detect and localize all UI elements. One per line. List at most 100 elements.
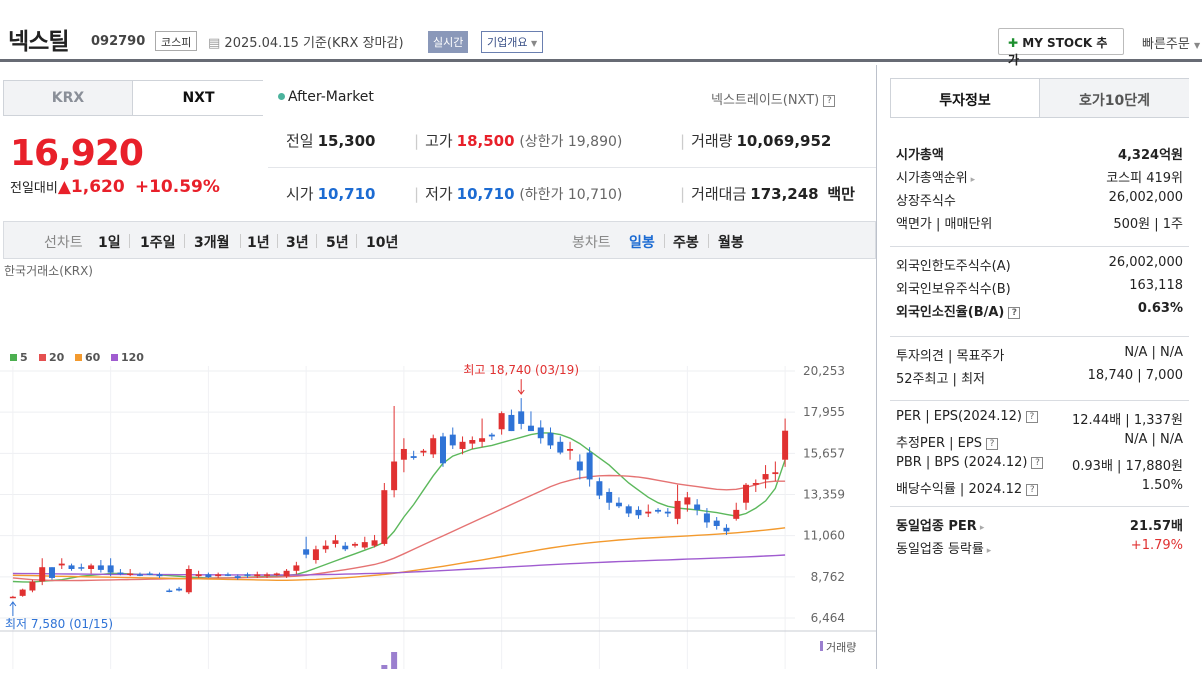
volume: | 거래량 10,069,952 [680, 132, 832, 150]
candle-body [733, 509, 740, 519]
period-1d[interactable]: 1일 [98, 235, 121, 251]
help-icon[interactable]: ? [1025, 411, 1038, 423]
legend-swatch-5 [10, 354, 17, 361]
candle-body [234, 576, 241, 578]
candle-body [88, 565, 95, 569]
candle-body [283, 570, 290, 577]
realtime-button[interactable]: 실시간 [428, 31, 469, 53]
candle-body [264, 574, 271, 576]
invest-value: 12.44배 | 1,337원 [1072, 413, 1183, 428]
candle-body [136, 574, 143, 576]
legend-swatch-20 [39, 354, 46, 361]
period-10y[interactable]: 10년 [366, 235, 399, 251]
candle-body [703, 513, 710, 523]
candle-body [684, 497, 691, 505]
invest-label[interactable]: 시가총액순위 ▸ [896, 171, 976, 186]
low-annotation: 최저 7,580 (01/15) [5, 617, 113, 631]
invest-label[interactable]: PBR | BPS (2024.12)? [896, 455, 1044, 470]
invest-label: 외국인보유주식수(B) [896, 282, 1011, 297]
invest-value: N/A | N/A [1124, 345, 1183, 360]
upper-limit: (상한가 19,890) [519, 134, 623, 150]
candle-body [625, 506, 632, 514]
period-weekly[interactable]: 주봉 [673, 235, 699, 251]
period-daily[interactable]: 일봉 [629, 235, 655, 251]
lower-limit: (하한가 10,710) [519, 187, 623, 203]
candle-body [645, 511, 652, 514]
invest-row: 추정PER | EPS? N/A | N/A [896, 432, 1183, 452]
period-3m[interactable]: 3개월 [194, 235, 230, 251]
candle-body [312, 549, 319, 561]
panel-divider [876, 65, 877, 669]
high-annotation: 최고 18,740 (03/19) [463, 363, 579, 377]
legend-label-120: 120 [121, 351, 144, 364]
invest-label[interactable]: PER | EPS(2024.12)? [896, 409, 1038, 424]
quick-order-dropdown[interactable]: 빠른주문 ▼ [1142, 33, 1200, 52]
candle-body [674, 500, 681, 519]
candle-body [391, 461, 398, 491]
period-3y[interactable]: 3년 [286, 235, 309, 251]
candle-body [488, 434, 495, 437]
invest-label[interactable]: 외국인소진율(B/A)? [896, 301, 1021, 320]
tab-krx[interactable]: KRX [4, 81, 133, 115]
help-icon[interactable]: ? [1026, 484, 1039, 496]
invest-value: 1.50% [1141, 478, 1183, 493]
open-label: 시가 [286, 185, 314, 203]
candle-body [107, 565, 114, 573]
candle-body [567, 448, 574, 451]
chevron-right-icon: ▸ [976, 523, 985, 533]
candle-body [58, 563, 65, 566]
my-stock-add-button[interactable]: ✚ MY STOCK 추가 [998, 28, 1124, 67]
chevron-right-icon: ▸ [967, 175, 976, 185]
ma-legend: 5 20 60 120 [10, 351, 144, 364]
invest-label[interactable]: 동일업종 PER ▸ [896, 519, 985, 534]
help-icon[interactable]: ? [823, 95, 836, 107]
candle-body [293, 565, 300, 571]
candle-body [606, 491, 613, 503]
tab-nxt[interactable]: NXT [134, 81, 263, 115]
candle-body [782, 430, 789, 460]
tab-orderbook[interactable]: 호가10단계 [1040, 79, 1189, 117]
moving-averages [12, 432, 786, 583]
candle-body [508, 414, 515, 432]
corp-info-dropdown[interactable]: 기업개요 ▼ [481, 31, 544, 53]
help-icon[interactable]: ? [1031, 457, 1044, 469]
low-price: | 저가 10,710 (하한가 10,710) [414, 185, 623, 203]
invest-value: 163,118 [1129, 278, 1183, 293]
divider [356, 234, 357, 248]
invest-row: PER | EPS(2024.12)? 12.44배 | 1,337원 [896, 409, 1183, 429]
candle-body [322, 545, 329, 550]
help-icon[interactable]: ? [1008, 307, 1021, 319]
divider [240, 234, 241, 248]
period-1w[interactable]: 1주일 [140, 235, 176, 251]
candle-body [117, 572, 124, 575]
my-stock-label: MY STOCK 추가 [1008, 36, 1108, 67]
base-date-text: 2025.04.15 기준(KRX 장마감) [224, 36, 404, 51]
candle-body [68, 565, 75, 569]
y-tick-label: 11,060 [803, 529, 845, 543]
candle-body [9, 596, 16, 599]
candle-body [713, 520, 720, 526]
prev-label: 전일 [286, 132, 314, 150]
invest-label[interactable]: 추정PER | EPS? [896, 432, 998, 451]
candle-body [586, 452, 593, 480]
candle-body [723, 527, 730, 532]
candlestick-chart-svg[interactable]: 한국거래소(KRX) 5 20 60 120 20,253 17,955 15,657 13… [0, 261, 876, 673]
price-chart[interactable]: 한국거래소(KRX) 5 20 60 120 20,253 17,955 15,657 13… [0, 261, 876, 673]
low-label: 저가 [425, 185, 453, 203]
y-tick-label: 8,762 [811, 570, 845, 584]
prev-close: 전일 15,300 [286, 130, 376, 151]
period-5y[interactable]: 5년 [326, 235, 349, 251]
help-icon[interactable]: ? [985, 438, 998, 450]
period-1y[interactable]: 1년 [247, 235, 270, 251]
tab-invest-info[interactable]: 투자정보 [891, 79, 1040, 117]
candle-body [185, 568, 192, 593]
divider [184, 234, 185, 248]
invest-value: 0.93배 | 17,880원 [1072, 459, 1183, 474]
nxt-exchange-label: 넥스트레이드(NXT) [711, 93, 820, 108]
invest-label[interactable]: 동일업종 등락률 ▸ [896, 542, 992, 557]
invest-label[interactable]: 배당수익률 | 2024.12? [896, 478, 1039, 497]
invest-value: 26,002,000 [1108, 190, 1183, 205]
period-monthly[interactable]: 월봉 [718, 235, 744, 251]
legend-swatch-120 [111, 354, 118, 361]
group-divider [890, 246, 1189, 247]
